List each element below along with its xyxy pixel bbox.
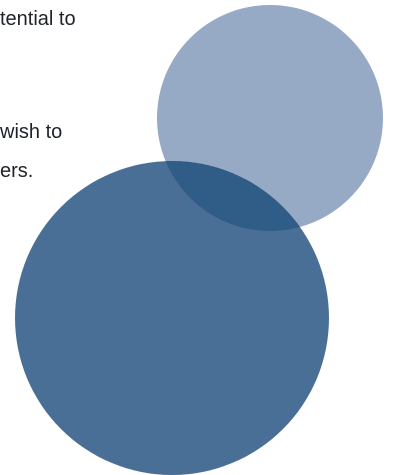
body-text-line-3: ers. — [0, 160, 34, 182]
body-text-line-2: wish to — [0, 121, 63, 143]
body-text-line-1: tential to — [0, 8, 76, 30]
lower-circle — [15, 161, 329, 475]
